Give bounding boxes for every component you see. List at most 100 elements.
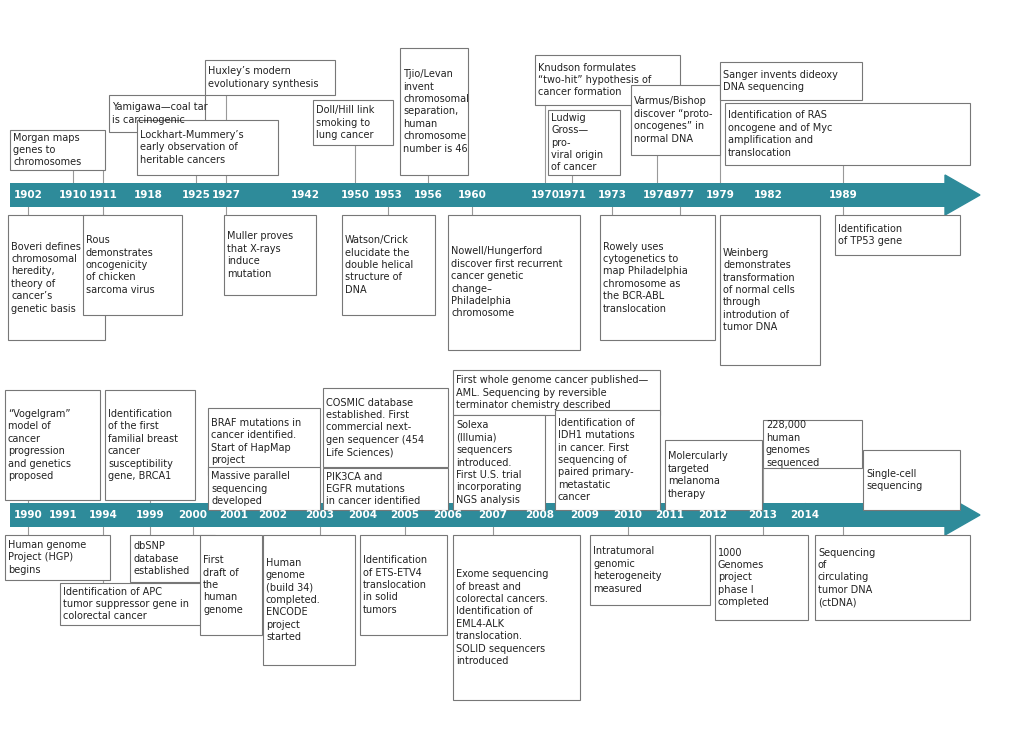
Text: Watson/Crick
elucidate the
double helical
structure of
DNA: Watson/Crick elucidate the double helica… <box>345 236 414 295</box>
Text: 1973: 1973 <box>597 190 627 200</box>
Text: Ludwig
Gross—
pro-
viral origin
of cancer: Ludwig Gross— pro- viral origin of cance… <box>551 113 603 172</box>
Text: Knudson formulates
“two-hit” hypothesis of
cancer formation: Knudson formulates “two-hit” hypothesis … <box>538 62 651 97</box>
Bar <box>130 535 215 582</box>
Bar <box>105 390 195 500</box>
Text: COSMIC database
established. First
commercial next-
gen sequencer (454
Life Scie: COSMIC database established. First comme… <box>326 398 424 457</box>
Text: 1925: 1925 <box>181 190 211 200</box>
Bar <box>323 468 449 510</box>
Bar <box>400 48 468 175</box>
Bar <box>665 440 762 510</box>
Text: Muller proves
that X-rays
induce
mutation: Muller proves that X-rays induce mutatio… <box>227 231 293 279</box>
Bar <box>137 120 278 175</box>
Text: 2004: 2004 <box>348 510 378 520</box>
Bar <box>208 408 319 475</box>
Polygon shape <box>945 495 980 535</box>
Text: Human genome
Project (HGP)
begins: Human genome Project (HGP) begins <box>8 540 86 575</box>
Text: 1970: 1970 <box>530 190 559 200</box>
Text: Yamigawa—coal tar
is carcinogenic: Yamigawa—coal tar is carcinogenic <box>112 103 208 125</box>
Text: 2005: 2005 <box>390 510 420 520</box>
Text: Solexa
(Illumia)
sequencers
introduced.
First U.S. trial
incorporating
NGS analy: Solexa (Illumia) sequencers introduced. … <box>456 421 521 504</box>
Text: 2007: 2007 <box>478 510 508 520</box>
Text: 1950: 1950 <box>341 190 370 200</box>
Text: 1999: 1999 <box>136 510 164 520</box>
Bar <box>5 535 110 580</box>
Bar <box>10 130 105 170</box>
Text: 1927: 1927 <box>212 190 241 200</box>
Bar <box>453 370 660 415</box>
Text: 2001: 2001 <box>219 510 249 520</box>
Text: “Vogelgram”
model of
cancer
progression
and genetics
proposed: “Vogelgram” model of cancer progression … <box>8 409 71 481</box>
Bar <box>109 95 205 132</box>
Text: 1994: 1994 <box>88 510 118 520</box>
Bar <box>360 535 447 635</box>
Bar <box>200 535 262 635</box>
Text: Rous
demonstrates
oncogenicity
of chicken
sarcoma virus: Rous demonstrates oncogenicity of chicke… <box>86 236 155 295</box>
Bar <box>555 410 660 510</box>
Bar <box>449 215 580 350</box>
Bar <box>720 62 862 100</box>
Bar <box>715 535 808 620</box>
Text: 1976: 1976 <box>642 190 672 200</box>
Bar <box>600 215 715 340</box>
Text: 1982: 1982 <box>754 190 782 200</box>
Text: 1956: 1956 <box>414 190 442 200</box>
Text: Nowell/Hungerford
discover first recurrent
cancer genetic
change–
Philadelphia
c: Nowell/Hungerford discover first recurre… <box>451 247 562 319</box>
Text: 1989: 1989 <box>828 190 857 200</box>
Bar <box>5 390 100 500</box>
Text: 1991: 1991 <box>48 510 78 520</box>
Polygon shape <box>945 175 980 215</box>
Text: 2009: 2009 <box>570 510 599 520</box>
Text: 2000: 2000 <box>178 510 208 520</box>
Text: Lockhart-Mummery’s
early observation of
heritable cancers: Lockhart-Mummery’s early observation of … <box>140 130 244 165</box>
Text: 1911: 1911 <box>88 190 118 200</box>
Bar <box>725 103 970 165</box>
Text: Sanger invents dideoxy
DNA sequencing: Sanger invents dideoxy DNA sequencing <box>723 70 838 92</box>
Text: 1960: 1960 <box>458 190 486 200</box>
Text: Exome sequencing
of breast and
colorectal cancers.
Identification of
EML4-ALK
tr: Exome sequencing of breast and colorecta… <box>456 569 549 666</box>
Text: Intratumoral
genomic
heterogeneity
measured: Intratumoral genomic heterogeneity measu… <box>593 546 662 594</box>
Text: Identification
of the first
familial breast
cancer
susceptibility
gene, BRCA1: Identification of the first familial bre… <box>108 409 178 481</box>
Bar <box>208 467 319 510</box>
Text: 2011: 2011 <box>655 510 684 520</box>
Text: Identification of RAS
oncogene and of Myc
amplification and
translocation: Identification of RAS oncogene and of My… <box>728 111 833 158</box>
Text: Single-cell
sequencing: Single-cell sequencing <box>866 469 923 491</box>
Text: Identification
of ETS-ETV4
translocation
in solid
tumors: Identification of ETS-ETV4 translocation… <box>362 555 427 614</box>
Text: 1918: 1918 <box>133 190 163 200</box>
Text: 1953: 1953 <box>374 190 402 200</box>
Text: 1971: 1971 <box>557 190 587 200</box>
FancyBboxPatch shape <box>10 503 945 527</box>
Bar <box>631 85 720 155</box>
Text: 2014: 2014 <box>791 510 819 520</box>
Text: Identification of APC
tumor suppressor gene in
colorectal cancer: Identification of APC tumor suppressor g… <box>63 587 189 621</box>
Bar <box>205 60 335 95</box>
Bar <box>863 450 961 510</box>
Text: Doll/Hill link
smoking to
lung cancer: Doll/Hill link smoking to lung cancer <box>316 105 375 140</box>
Text: Tjio/Levan
invent
chromosomal
separation,
human
chromosome
number is 46: Tjio/Levan invent chromosomal separation… <box>403 69 469 154</box>
Bar <box>720 215 820 365</box>
Bar <box>815 535 970 620</box>
Text: 1902: 1902 <box>13 190 42 200</box>
Bar <box>83 215 182 315</box>
Bar <box>835 215 961 255</box>
Text: Rowely uses
cytogenetics to
map Philadelphia
chromosome as
the BCR-ABL
transloca: Rowely uses cytogenetics to map Philadel… <box>603 241 688 314</box>
Bar <box>323 388 449 467</box>
Text: 1977: 1977 <box>666 190 694 200</box>
Bar <box>590 535 710 605</box>
Text: 1942: 1942 <box>291 190 319 200</box>
Text: First
draft of
the
human
genome: First draft of the human genome <box>203 555 243 614</box>
Text: 228,000
human
genomes
sequenced: 228,000 human genomes sequenced <box>766 421 819 467</box>
Text: 1979: 1979 <box>706 190 734 200</box>
Text: Huxley’s modern
evolutionary synthesis: Huxley’s modern evolutionary synthesis <box>208 66 318 88</box>
Text: 2008: 2008 <box>525 510 555 520</box>
Bar <box>763 420 862 468</box>
Text: Identification
of TP53 gene: Identification of TP53 gene <box>838 224 902 246</box>
Text: 1000
Genomes
project
phase I
completed: 1000 Genomes project phase I completed <box>718 548 770 607</box>
Text: Molercularly
targeted
melanoma
therapy: Molercularly targeted melanoma therapy <box>668 452 728 499</box>
Text: Morgan maps
genes to
chromosomes: Morgan maps genes to chromosomes <box>13 132 81 167</box>
Bar <box>60 583 215 625</box>
Bar <box>263 535 355 665</box>
Text: 2002: 2002 <box>258 510 288 520</box>
Text: First whole genome cancer published—
AML. Sequencing by reversible
terminator ch: First whole genome cancer published— AML… <box>456 375 648 410</box>
Text: dbSNP
database
established: dbSNP database established <box>133 541 189 576</box>
Bar <box>453 535 580 700</box>
